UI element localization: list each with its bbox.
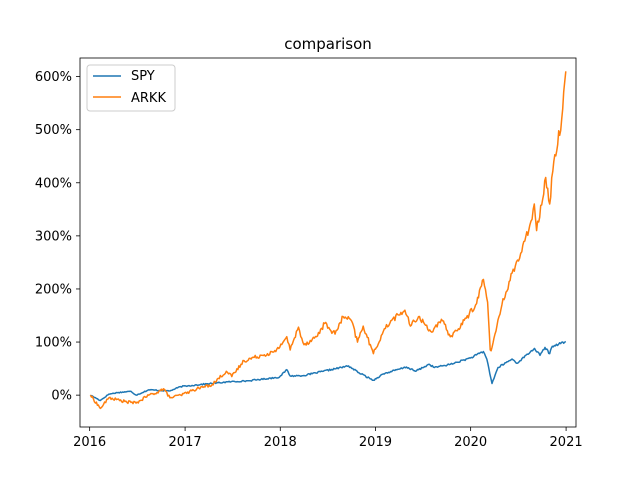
y-tick-label: 100%: [35, 336, 72, 351]
y-tick-label: 300%: [35, 229, 72, 244]
x-tick-label: 2016: [73, 435, 106, 450]
x-tick-label: 2021: [550, 435, 583, 450]
y-tick-label: 600%: [35, 70, 72, 85]
x-axis: 2016 2017 2018 2019 2020 2021: [73, 427, 583, 450]
y-axis: 0% 100% 200% 300% 400% 500% 600%: [35, 70, 80, 404]
legend-label-spy: SPY: [131, 69, 155, 84]
chart-title: comparison: [284, 35, 372, 53]
plot-frame: [79, 57, 577, 428]
legend-label-arkk: ARKK: [131, 91, 166, 106]
series-line-arkk: [89, 71, 567, 410]
y-tick-label: 500%: [35, 123, 72, 138]
y-tick-label: 400%: [35, 176, 72, 191]
series-layer: [89, 71, 567, 410]
series-line-spy: [89, 340, 567, 402]
y-tick-label: 200%: [35, 282, 72, 297]
x-tick-label: 2020: [454, 435, 487, 450]
x-tick-label: 2017: [169, 435, 202, 450]
y-tick-label: 0%: [51, 389, 72, 404]
x-tick-label: 2019: [359, 435, 392, 450]
legend: SPY ARKK: [86, 64, 176, 112]
x-tick-label: 2018: [264, 435, 297, 450]
